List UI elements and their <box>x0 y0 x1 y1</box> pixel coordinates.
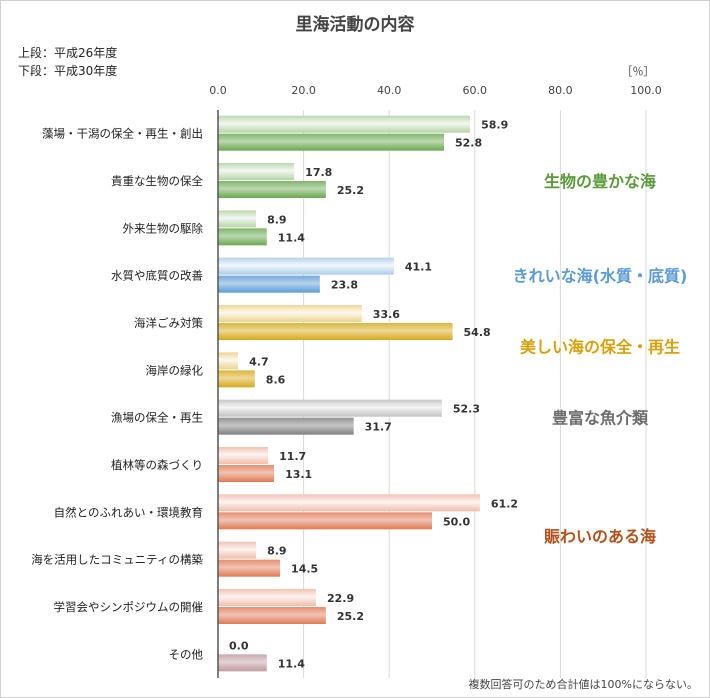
bar-lower <box>218 465 275 482</box>
bar-value-label: 13.1 <box>285 468 312 481</box>
bar-value-label: 8.9 <box>267 213 287 226</box>
bar-lower <box>218 133 444 151</box>
bar-value-label: 22.9 <box>327 592 354 605</box>
bar-value-label: 11.4 <box>278 657 305 670</box>
bar-value-label: 8.6 <box>266 373 286 386</box>
bar-lower <box>218 181 326 198</box>
group-label: 豊富な魚介類 <box>552 409 649 428</box>
bar-value-label: 33.6 <box>373 308 400 321</box>
bar-value-label: 52.3 <box>453 403 480 416</box>
bar-upper <box>218 257 394 275</box>
group-label: 生物の豊かな海 <box>544 172 656 191</box>
category-label: 学習会やシンポジウムの開催 <box>54 600 204 614</box>
bar-upper <box>218 210 257 228</box>
category-label: 水質や底質の改善 <box>111 269 203 283</box>
bar-value-label: 0.0 <box>229 639 249 652</box>
bar-value-label: 31.7 <box>365 421 392 434</box>
unit-label: ［％］ <box>622 65 655 78</box>
gridlines <box>303 110 647 678</box>
bar-value-label: 54.8 <box>464 326 491 339</box>
category-label: 自然とのふれあい・環境教育 <box>54 505 203 519</box>
bar-lower <box>218 654 267 672</box>
x-tick-label: 60.0 <box>463 84 488 97</box>
category-label: 貴重な生物の保全 <box>111 174 203 188</box>
bar-value-label: 11.7 <box>279 450 306 463</box>
footnote: 複数回答可のため合計値は100%にならない。 <box>468 678 698 691</box>
bar-value-label: 41.1 <box>405 261 432 274</box>
bar-lower <box>218 607 326 624</box>
bar-lower <box>218 512 432 530</box>
chart-title: 里海活動の内容 <box>295 15 415 35</box>
category-label: 藻場・干潟の保全・再生・創出 <box>42 127 203 141</box>
category-label: 海洋ごみ対策 <box>134 316 203 330</box>
category-label: 海岸の緑化 <box>146 363 204 377</box>
bar-upper <box>218 447 269 464</box>
legend-upper: 上段：平成26年度 <box>18 46 118 60</box>
bar-value-label: 52.8 <box>455 137 482 150</box>
x-tick-label: 40.0 <box>377 84 402 97</box>
bar-value-label: 11.4 <box>278 231 305 244</box>
x-tick-label: 0.0 <box>209 84 227 97</box>
category-labels: 藻場・干潟の保全・再生・創出貴重な生物の保全外来生物の駆除水質や底質の改善海洋ご… <box>31 127 203 662</box>
group-label: きれいな海(水質・底質) <box>513 267 688 286</box>
category-label: その他 <box>169 647 204 661</box>
bar-value-label: 4.7 <box>249 355 269 368</box>
bars: 58.9 52.8 17.8 25.2 8.9 11.4 41.1 23.8 33.6 54.8 4… <box>218 115 518 672</box>
bar-upper <box>218 541 257 559</box>
bar-value-label: 61.2 <box>491 497 518 510</box>
bar-value-label: 50.0 <box>443 515 470 528</box>
bar-lower <box>218 417 354 435</box>
bar-value-label: 8.9 <box>267 545 287 558</box>
category-label: 海を活用したコミュニティの構築 <box>31 553 203 567</box>
bar-upper <box>218 115 471 133</box>
bar-lower <box>218 323 453 340</box>
group-label: 賑わいのある海 <box>544 527 656 546</box>
bar-upper <box>218 352 239 370</box>
legend-lower: 下段：平成30年度 <box>18 64 118 78</box>
bar-upper <box>218 589 317 606</box>
x-tick-label: 80.0 <box>548 84 573 97</box>
bar-lower <box>218 370 255 388</box>
bar-value-label: 25.2 <box>337 184 364 197</box>
bar-lower <box>218 228 267 246</box>
bar-upper <box>218 305 362 322</box>
bar-value-label: 23.8 <box>331 279 358 292</box>
category-label: 植林等の森づくり <box>111 458 203 472</box>
category-label: 漁場の保全・再生 <box>111 411 203 425</box>
group-label: 美しい海の保全・再生 <box>520 338 680 357</box>
bar-upper <box>218 494 480 512</box>
bar-value-label: 25.2 <box>337 610 364 623</box>
bar-lower <box>218 275 320 293</box>
category-label: 外来生物の駆除 <box>123 221 204 235</box>
bar-upper <box>218 399 442 417</box>
x-tick-label: 20.0 <box>291 84 316 97</box>
bar-value-label: 58.9 <box>481 119 508 132</box>
bar-value-label: 17.8 <box>305 166 332 179</box>
bar-lower <box>218 559 281 577</box>
bar-value-label: 14.5 <box>291 563 318 576</box>
x-tick-labels: 0.0 20.0 40.0 60.0 80.0 100.0 <box>209 84 662 97</box>
x-tick-label: 100.0 <box>630 84 662 97</box>
bar-upper <box>218 163 295 180</box>
